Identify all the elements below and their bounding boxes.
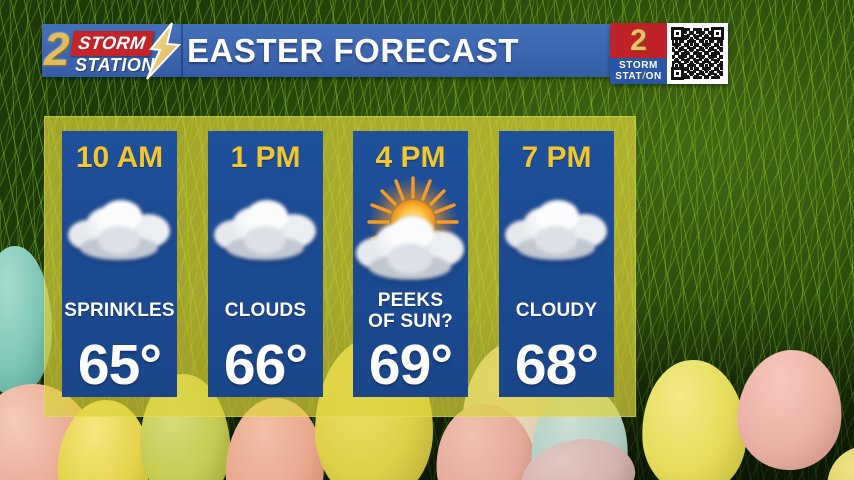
hour-condition: CLOUDY bbox=[515, 300, 598, 322]
logo-station-label: STATION bbox=[75, 55, 155, 75]
bolt-slash-icon: / bbox=[642, 71, 646, 82]
qr-finder-icon bbox=[711, 27, 724, 40]
logo-storm-label: STORM bbox=[77, 33, 148, 53]
qr-finder-icon bbox=[671, 27, 684, 40]
sun-behind-cloud-icon bbox=[353, 176, 468, 286]
logo-number: 2 bbox=[44, 23, 70, 75]
cloud-icon bbox=[213, 200, 318, 264]
cloud-icon bbox=[504, 200, 609, 264]
storm-station-logo: 2 STORM STATION bbox=[42, 22, 182, 80]
lightning-bolt-icon bbox=[146, 22, 182, 80]
hour-temperature: 66° bbox=[223, 332, 308, 397]
hour-card-10am: 10 AM SPRINKLES 65° bbox=[62, 131, 177, 397]
hour-time: 4 PM bbox=[375, 141, 446, 174]
station-badge: 2 STORM STAT/ON bbox=[610, 23, 728, 84]
badge-station-label: STAT/ON bbox=[615, 71, 662, 82]
badge-storm-label: STORM bbox=[619, 60, 658, 71]
hour-condition: PEEKS OF SUN? bbox=[368, 289, 453, 332]
logo-storm-box: STORM bbox=[70, 31, 154, 56]
hour-time: 10 AM bbox=[75, 141, 164, 174]
hour-card-7pm: 7 PM CLOUDY 68° bbox=[499, 131, 614, 397]
hour-card-4pm: 4 PM bbox=[353, 131, 468, 397]
hour-temperature: 68° bbox=[514, 332, 599, 397]
qr-finder-icon bbox=[671, 67, 684, 80]
hour-condition: SPRINKLES bbox=[64, 300, 175, 322]
hour-temperature: 69° bbox=[368, 332, 453, 397]
qr-code bbox=[667, 23, 728, 84]
header-divider bbox=[181, 24, 183, 77]
cloud-icon bbox=[67, 200, 172, 264]
hour-time: 7 PM bbox=[521, 141, 592, 174]
badge-station-box: STORM STAT/ON bbox=[610, 58, 667, 84]
hour-time: 1 PM bbox=[230, 141, 301, 174]
page-title: EASTER FORECAST bbox=[187, 31, 520, 69]
badge-number: 2 bbox=[630, 23, 647, 57]
hour-temperature: 65° bbox=[77, 332, 162, 397]
hour-condition: CLOUDS bbox=[224, 300, 307, 322]
header-bar: 2 STORM STATION EASTER FORECAST bbox=[42, 22, 610, 80]
hour-card-1pm: 1 PM CLOUDS 66° bbox=[208, 131, 323, 397]
badge-channel-box: 2 bbox=[610, 23, 667, 58]
